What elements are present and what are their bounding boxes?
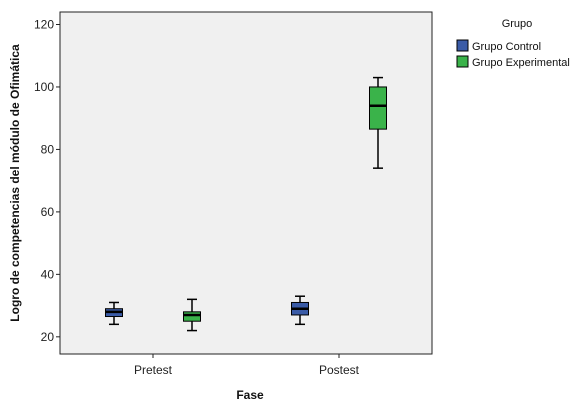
box-grupo-control-postest <box>291 295 309 326</box>
plot-area <box>59 11 433 355</box>
y-axis-title: Logro de competencias del módulo de Ofim… <box>8 44 22 322</box>
y-tick-label: 40 <box>41 267 55 281</box>
y-tick-label: 120 <box>34 17 54 31</box>
iqr-box <box>183 311 201 322</box>
box-grupo-control-pretest <box>105 301 123 326</box>
y-tick-label: 100 <box>34 80 54 94</box>
box-grupo-experimental-pretest <box>183 298 201 332</box>
legend-entry: Grupo Control <box>472 41 541 53</box>
legend-swatch <box>456 55 469 68</box>
y-tick-label: 60 <box>41 205 55 219</box>
x-tick-label: Postest <box>319 363 360 377</box>
y-tick-label: 80 <box>41 142 55 156</box>
legend-entry: Grupo Experimental <box>472 57 570 69</box>
x-axis: Pretest Postest <box>134 354 360 377</box>
x-tick-label: Pretest <box>134 363 173 377</box>
iqr-box <box>369 86 387 130</box>
y-tick-label: 20 <box>41 330 55 344</box>
legend-swatch <box>456 39 469 52</box>
legend-title: Grupo <box>502 18 533 30</box>
box-grupo-experimental-postest <box>369 76 387 169</box>
y-axis: 20 40 60 80 100 120 <box>34 17 60 344</box>
x-axis-title: Fase <box>236 388 264 402</box>
box-series <box>105 76 387 332</box>
legend: Grupo Grupo Control Grupo Experimental <box>456 18 570 69</box>
